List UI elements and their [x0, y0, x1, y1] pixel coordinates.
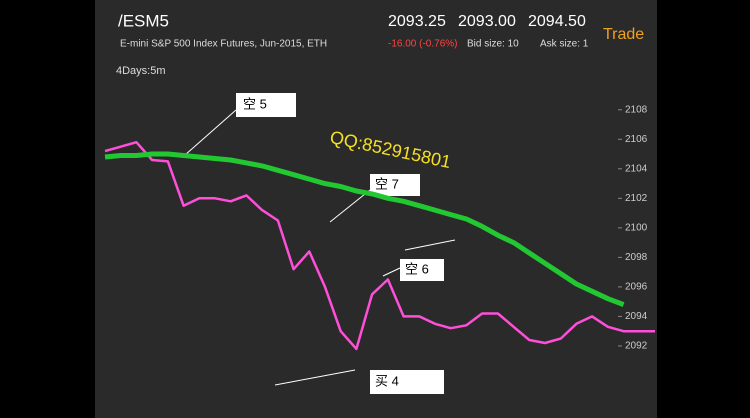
- ask: 2094.50: [528, 13, 586, 30]
- y-tick-label: 2102: [625, 193, 648, 204]
- annotation: 买 4: [375, 373, 399, 388]
- y-tick-label: 2094: [625, 311, 648, 322]
- bid: 2093.00: [458, 13, 516, 30]
- description: E-mini S&P 500 Index Futures, Jun-2015, …: [120, 39, 327, 50]
- y-tick-label: 2104: [625, 163, 648, 174]
- y-tick-label: 2092: [625, 341, 648, 352]
- bid-size: Bid size: 10: [467, 39, 519, 50]
- change: -16.00 (-0.76%): [388, 39, 457, 50]
- annotation: 空 5: [243, 96, 267, 111]
- y-tick-label: 2096: [625, 282, 648, 293]
- panel: [95, 0, 657, 418]
- series-line: [104, 140, 655, 351]
- annotation: 空 6: [405, 261, 429, 276]
- ask-size: Ask size: 1: [540, 39, 589, 50]
- labels: [236, 93, 444, 394]
- period: 4Days:5m: [116, 65, 166, 77]
- y-tick-label: 2108: [625, 104, 648, 115]
- annotation-arrows: [184, 109, 456, 386]
- y-tick-label: 2098: [625, 252, 648, 263]
- annotation: 空 7: [375, 176, 399, 191]
- y-tick-label: 2100: [625, 222, 648, 233]
- series-line: [104, 151, 625, 307]
- last-price: 2093.25: [388, 13, 446, 30]
- symbol: /ESM5: [118, 11, 169, 30]
- y-tick-label: 2106: [625, 134, 648, 145]
- trade-button[interactable]: Trade: [603, 26, 644, 43]
